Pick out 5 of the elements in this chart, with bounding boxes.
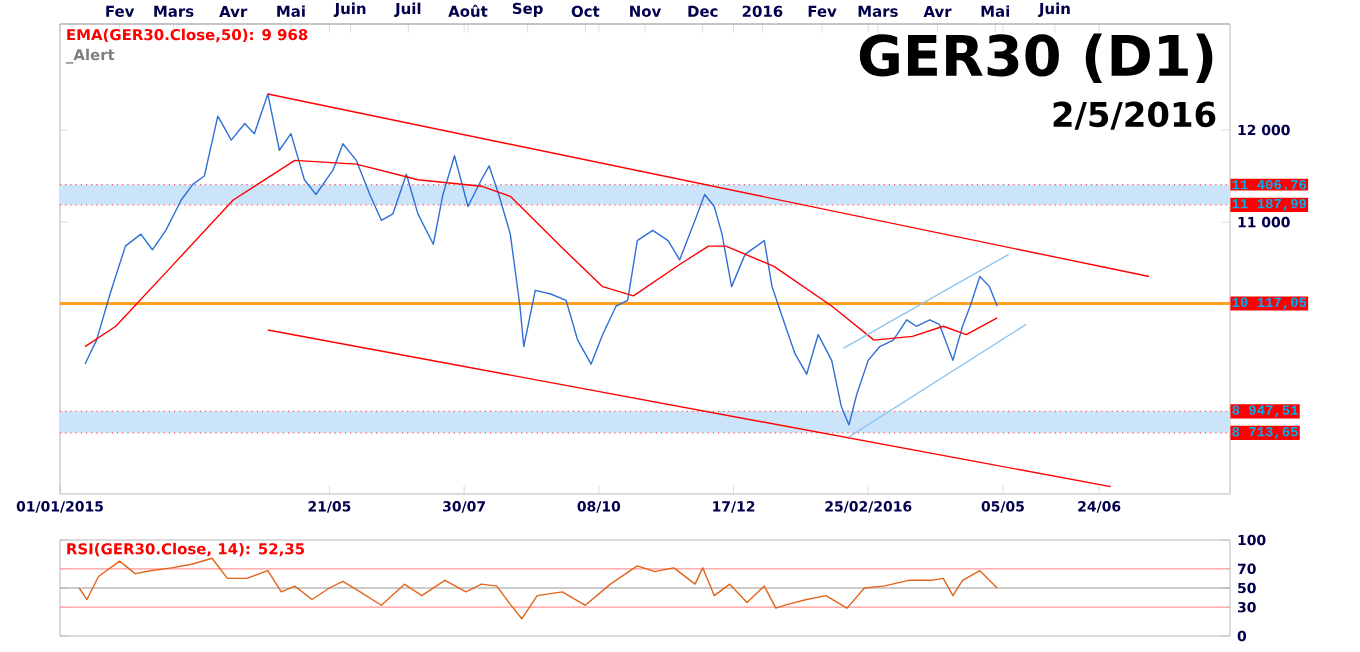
line-series <box>84 93 998 426</box>
text: 2/5/2016 <box>1053 101 1216 130</box>
line-series <box>78 557 998 620</box>
chart-title: GER30 (D1) <box>859 33 1213 84</box>
line-series <box>84 159 998 348</box>
